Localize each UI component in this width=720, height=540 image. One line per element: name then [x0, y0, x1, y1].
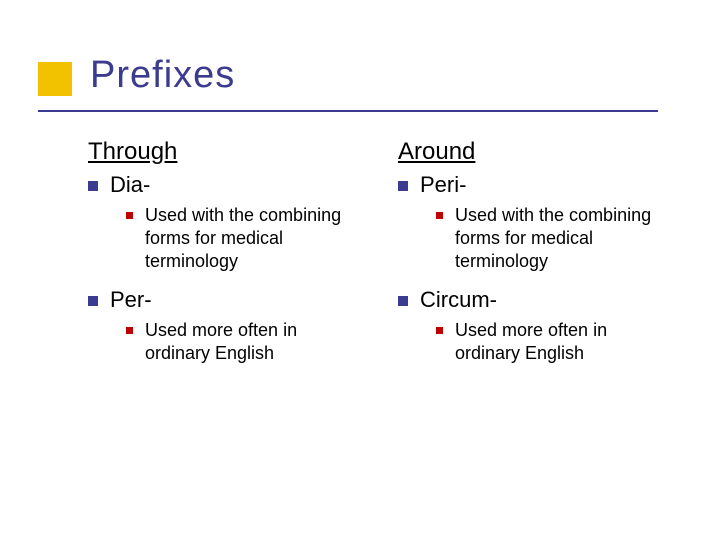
list-subitem: Used with the combining forms for medica… — [436, 204, 688, 273]
title-underline — [38, 110, 658, 112]
list-item: Dia- — [88, 172, 378, 198]
list-item: Per- — [88, 287, 378, 313]
list-item: Peri- — [398, 172, 688, 198]
list-item: Circum- — [398, 287, 688, 313]
list-subitem-text: Used with the combining forms for medica… — [455, 204, 654, 273]
square-bullet-icon — [398, 181, 408, 191]
list-item-label: Per- — [110, 287, 152, 313]
square-bullet-icon — [88, 181, 98, 191]
title-accent-box — [38, 62, 72, 96]
right-heading: Around — [398, 138, 688, 166]
column-right: Around Peri- Used with the combining for… — [398, 138, 688, 379]
list-subitem: Used more often in ordinary English — [126, 319, 378, 365]
slide: Prefixes Through Dia- Used with the comb… — [0, 0, 720, 540]
page-title: Prefixes — [90, 54, 235, 97]
body-columns: Through Dia- Used with the combining for… — [88, 138, 688, 379]
square-bullet-icon — [436, 327, 443, 334]
square-bullet-icon — [88, 296, 98, 306]
square-bullet-icon — [398, 296, 408, 306]
column-left: Through Dia- Used with the combining for… — [88, 138, 378, 379]
square-bullet-icon — [436, 212, 443, 219]
list-subitem-text: Used more often in ordinary English — [145, 319, 344, 365]
list-item-label: Peri- — [420, 172, 466, 198]
left-heading: Through — [88, 138, 378, 166]
list-item-label: Dia- — [110, 172, 150, 198]
list-item-label: Circum- — [420, 287, 497, 313]
list-subitem-text: Used with the combining forms for medica… — [145, 204, 344, 273]
list-subitem: Used with the combining forms for medica… — [126, 204, 378, 273]
square-bullet-icon — [126, 327, 133, 334]
list-subitem: Used more often in ordinary English — [436, 319, 688, 365]
list-subitem-text: Used more often in ordinary English — [455, 319, 654, 365]
square-bullet-icon — [126, 212, 133, 219]
